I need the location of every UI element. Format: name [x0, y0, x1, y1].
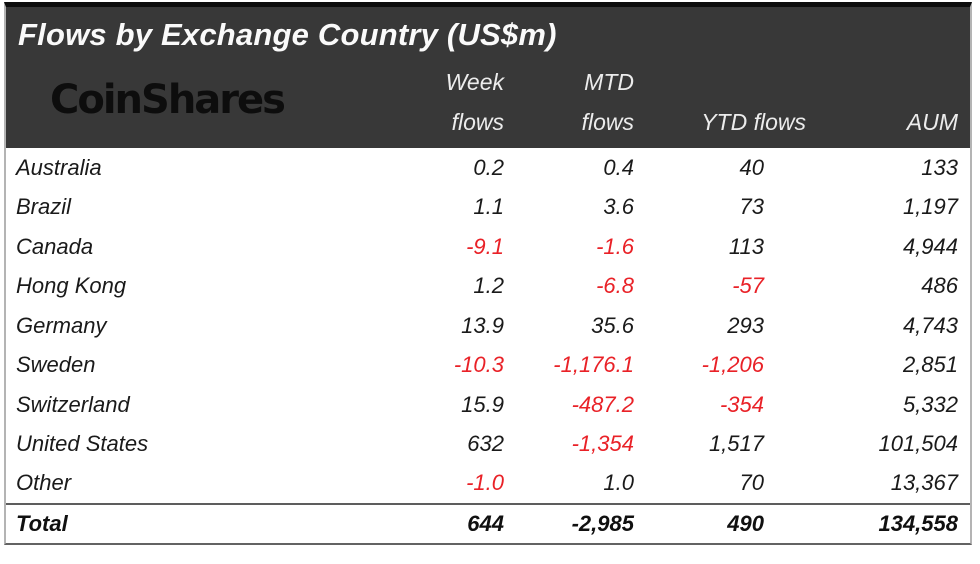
- table-row: Canada -9.1 -1.6 113 4,944: [6, 227, 970, 267]
- mtd-flows-cell: 3.6: [603, 194, 634, 220]
- table-row: Hong Kong 1.2 -6.8 -57 486: [6, 267, 970, 307]
- mtd-flows-cell: 1.0: [603, 470, 634, 496]
- table-row: United States 632 -1,354 1,517 101,504: [6, 425, 970, 465]
- mtd-flows-cell: -1.6: [596, 233, 634, 259]
- aum-cell: 1,197: [902, 194, 958, 220]
- aum-cell: 5,332: [902, 391, 958, 417]
- total-row: Total 644 -2,985 490 134,558: [6, 502, 970, 543]
- country-cell: Switzerland: [16, 391, 130, 417]
- table-row: Other -1.0 1.0 70 13,367: [6, 464, 970, 504]
- country-cell: Other: [16, 470, 72, 496]
- aum-cell: 486: [921, 273, 958, 299]
- ytd-flows-cell: 113: [728, 233, 764, 259]
- mtd-flows-cell: -487.2: [571, 391, 634, 417]
- week-flows-cell: 1.2: [473, 273, 504, 299]
- total-aum-cell: 134,558: [814, 502, 970, 543]
- column-header-week-flows: Week flows: [445, 69, 504, 135]
- week-flows-cell: -1.0: [466, 470, 504, 496]
- week-flows-cell: 13.9: [461, 312, 504, 338]
- week-flows-cell: -9.1: [466, 233, 504, 259]
- ytd-flows-cell: 293: [727, 312, 764, 338]
- mtd-flows-cell: -1,354: [571, 431, 634, 457]
- table-header: Flows by Exchange Country (US$m) CoinSha…: [6, 7, 970, 148]
- week-flows-cell: -10.3: [453, 352, 504, 378]
- column-header-aum: AUM: [906, 109, 958, 135]
- mtd-flows-cell: -6.8: [596, 273, 634, 299]
- country-cell: Australia: [16, 154, 102, 180]
- flows-table: Flows by Exchange Country (US$m) CoinSha…: [4, 2, 972, 545]
- aum-cell: 4,743: [902, 312, 958, 338]
- aum-cell: 133: [921, 154, 958, 180]
- country-cell: Sweden: [16, 352, 96, 378]
- aum-cell: 101,504: [878, 431, 958, 457]
- column-header-row: CoinShares Week flows MTD flows YTD flow…: [6, 53, 970, 147]
- ytd-flows-cell: -1,206: [701, 352, 764, 378]
- aum-cell: 13,367: [890, 470, 958, 496]
- table-row: Sweden -10.3 -1,176.1 -1,206 2,851: [6, 346, 970, 386]
- ytd-flows-cell: 1,517: [708, 431, 764, 457]
- table-title: Flows by Exchange Country (US$m): [18, 17, 557, 52]
- table-row: Germany 13.9 35.6 293 4,743: [6, 306, 970, 346]
- mtd-flows-cell: 0.4: [603, 154, 634, 180]
- table-row: Australia 0.2 0.4 40 133: [6, 148, 970, 188]
- country-cell: Canada: [16, 233, 94, 259]
- aum-cell: 4,944: [902, 233, 958, 259]
- ytd-flows-cell: -354: [719, 391, 764, 417]
- ytd-flows-cell: 73: [739, 194, 764, 220]
- coinshares-logo: CoinShares: [50, 77, 286, 123]
- total-label-cell: Total: [6, 502, 426, 543]
- total-mtd-flows-cell: -2,985: [512, 502, 642, 543]
- ytd-flows-cell: 40: [739, 154, 764, 180]
- country-cell: Brazil: [16, 194, 72, 220]
- week-flows-cell: 15.9: [461, 391, 504, 417]
- mtd-flows-cell: 35.6: [591, 312, 634, 338]
- ytd-flows-cell: -57: [732, 273, 764, 299]
- week-flows-cell: 632: [467, 431, 504, 457]
- flows-data-table: Australia 0.2 0.4 40 133 Brazil 1.1 3.6 …: [6, 148, 970, 543]
- mtd-flows-cell: -1,176.1: [553, 352, 634, 378]
- column-header-ytd-flows: YTD flows: [701, 109, 806, 135]
- country-cell: United States: [16, 431, 149, 457]
- table-row: Switzerland 15.9 -487.2 -354 5,332: [6, 385, 970, 425]
- week-flows-cell: 0.2: [473, 154, 504, 180]
- ytd-flows-cell: 70: [739, 470, 764, 496]
- total-week-flows-cell: 644: [426, 502, 512, 543]
- week-flows-cell: 1.1: [473, 194, 504, 220]
- country-cell: Germany: [16, 312, 107, 338]
- total-ytd-flows-cell: 490: [642, 502, 814, 543]
- aum-cell: 2,851: [902, 352, 958, 378]
- column-header-mtd-flows: MTD flows: [581, 69, 634, 135]
- table-row: Brazil 1.1 3.6 73 1,197: [6, 188, 970, 228]
- country-cell: Hong Kong: [16, 273, 127, 299]
